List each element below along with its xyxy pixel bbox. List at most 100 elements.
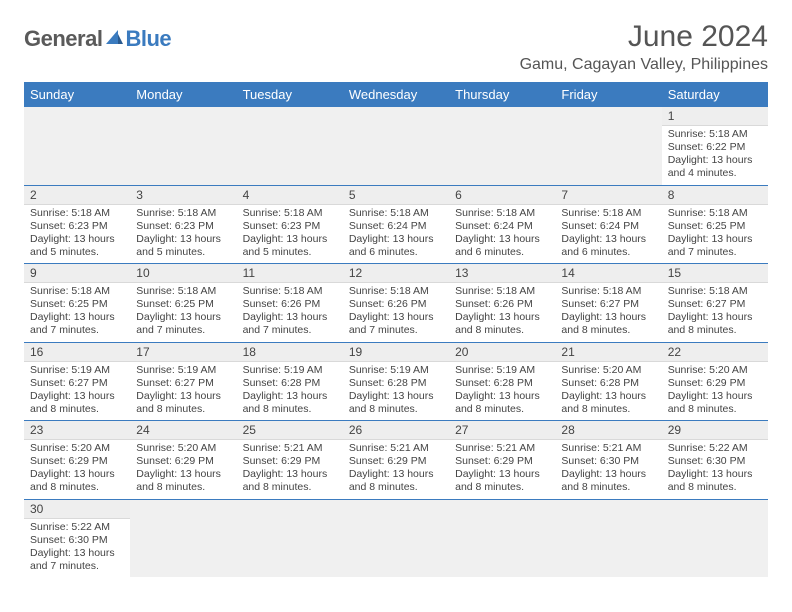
calendar-cell: 8Sunrise: 5:18 AMSunset: 6:25 PMDaylight… [662, 185, 768, 264]
calendar-cell: 25Sunrise: 5:21 AMSunset: 6:29 PMDayligh… [237, 421, 343, 500]
day-info: Sunrise: 5:20 AMSunset: 6:29 PMDaylight:… [662, 362, 768, 421]
day-info: Sunrise: 5:19 AMSunset: 6:27 PMDaylight:… [130, 362, 236, 421]
day-info: Sunrise: 5:18 AMSunset: 6:24 PMDaylight:… [343, 205, 449, 264]
day-header: Monday [130, 82, 236, 107]
calendar-cell [237, 107, 343, 185]
day-number: 24 [130, 421, 236, 440]
calendar-cell: 2Sunrise: 5:18 AMSunset: 6:23 PMDaylight… [24, 185, 130, 264]
calendar-cell: 28Sunrise: 5:21 AMSunset: 6:30 PMDayligh… [555, 421, 661, 500]
day-number: 14 [555, 264, 661, 283]
calendar-cell: 24Sunrise: 5:20 AMSunset: 6:29 PMDayligh… [130, 421, 236, 500]
sail-icon [104, 28, 124, 51]
calendar-cell: 19Sunrise: 5:19 AMSunset: 6:28 PMDayligh… [343, 342, 449, 421]
calendar-cell [130, 107, 236, 185]
title-block: June 2024 Gamu, Cagayan Valley, Philippi… [520, 20, 768, 74]
calendar-cell: 10Sunrise: 5:18 AMSunset: 6:25 PMDayligh… [130, 264, 236, 343]
day-info: Sunrise: 5:18 AMSunset: 6:24 PMDaylight:… [555, 205, 661, 264]
calendar-cell: 1Sunrise: 5:18 AMSunset: 6:22 PMDaylight… [662, 107, 768, 185]
day-number: 7 [555, 186, 661, 205]
calendar-cell: 14Sunrise: 5:18 AMSunset: 6:27 PMDayligh… [555, 264, 661, 343]
day-info: Sunrise: 5:20 AMSunset: 6:29 PMDaylight:… [130, 440, 236, 499]
day-number: 5 [343, 186, 449, 205]
day-info: Sunrise: 5:18 AMSunset: 6:26 PMDaylight:… [343, 283, 449, 342]
calendar-cell: 9Sunrise: 5:18 AMSunset: 6:25 PMDaylight… [24, 264, 130, 343]
day-number: 30 [24, 500, 130, 519]
day-info: Sunrise: 5:20 AMSunset: 6:28 PMDaylight:… [555, 362, 661, 421]
day-info: Sunrise: 5:18 AMSunset: 6:23 PMDaylight:… [130, 205, 236, 264]
day-header: Thursday [449, 82, 555, 107]
day-number: 29 [662, 421, 768, 440]
day-number: 10 [130, 264, 236, 283]
day-info: Sunrise: 5:18 AMSunset: 6:22 PMDaylight:… [662, 126, 768, 185]
day-info: Sunrise: 5:21 AMSunset: 6:29 PMDaylight:… [343, 440, 449, 499]
day-header: Wednesday [343, 82, 449, 107]
day-number: 2 [24, 186, 130, 205]
day-number: 18 [237, 343, 343, 362]
day-info: Sunrise: 5:19 AMSunset: 6:28 PMDaylight:… [343, 362, 449, 421]
day-info: Sunrise: 5:19 AMSunset: 6:28 PMDaylight:… [449, 362, 555, 421]
day-number: 16 [24, 343, 130, 362]
calendar-table: SundayMondayTuesdayWednesdayThursdayFrid… [24, 82, 768, 577]
calendar-cell: 22Sunrise: 5:20 AMSunset: 6:29 PMDayligh… [662, 342, 768, 421]
calendar-cell: 23Sunrise: 5:20 AMSunset: 6:29 PMDayligh… [24, 421, 130, 500]
calendar-row: 9Sunrise: 5:18 AMSunset: 6:25 PMDaylight… [24, 264, 768, 343]
day-info: Sunrise: 5:18 AMSunset: 6:25 PMDaylight:… [24, 283, 130, 342]
day-header: Friday [555, 82, 661, 107]
calendar-cell: 3Sunrise: 5:18 AMSunset: 6:23 PMDaylight… [130, 185, 236, 264]
month-title: June 2024 [520, 20, 768, 54]
calendar-cell: 26Sunrise: 5:21 AMSunset: 6:29 PMDayligh… [343, 421, 449, 500]
calendar-cell: 27Sunrise: 5:21 AMSunset: 6:29 PMDayligh… [449, 421, 555, 500]
day-info: Sunrise: 5:18 AMSunset: 6:23 PMDaylight:… [237, 205, 343, 264]
day-header: Tuesday [237, 82, 343, 107]
calendar-cell [449, 107, 555, 185]
day-info: Sunrise: 5:18 AMSunset: 6:25 PMDaylight:… [662, 205, 768, 264]
day-header: Sunday [24, 82, 130, 107]
header: General Blue June 2024 Gamu, Cagayan Val… [24, 20, 768, 74]
calendar-cell: 16Sunrise: 5:19 AMSunset: 6:27 PMDayligh… [24, 342, 130, 421]
calendar-cell [449, 499, 555, 577]
day-info: Sunrise: 5:18 AMSunset: 6:25 PMDaylight:… [130, 283, 236, 342]
day-number: 17 [130, 343, 236, 362]
logo-text-blue: Blue [125, 26, 171, 52]
day-number: 13 [449, 264, 555, 283]
calendar-cell: 5Sunrise: 5:18 AMSunset: 6:24 PMDaylight… [343, 185, 449, 264]
calendar-cell [130, 499, 236, 577]
calendar-cell: 18Sunrise: 5:19 AMSunset: 6:28 PMDayligh… [237, 342, 343, 421]
calendar-cell: 15Sunrise: 5:18 AMSunset: 6:27 PMDayligh… [662, 264, 768, 343]
day-number: 12 [343, 264, 449, 283]
day-number: 27 [449, 421, 555, 440]
day-info: Sunrise: 5:22 AMSunset: 6:30 PMDaylight:… [24, 519, 130, 578]
day-number: 20 [449, 343, 555, 362]
day-number: 15 [662, 264, 768, 283]
day-info: Sunrise: 5:18 AMSunset: 6:26 PMDaylight:… [237, 283, 343, 342]
day-info: Sunrise: 5:21 AMSunset: 6:30 PMDaylight:… [555, 440, 661, 499]
calendar-cell: 17Sunrise: 5:19 AMSunset: 6:27 PMDayligh… [130, 342, 236, 421]
logo: General Blue [24, 26, 171, 52]
calendar-row: 23Sunrise: 5:20 AMSunset: 6:29 PMDayligh… [24, 421, 768, 500]
day-number: 8 [662, 186, 768, 205]
calendar-cell: 4Sunrise: 5:18 AMSunset: 6:23 PMDaylight… [237, 185, 343, 264]
calendar-cell [662, 499, 768, 577]
calendar-cell: 21Sunrise: 5:20 AMSunset: 6:28 PMDayligh… [555, 342, 661, 421]
day-header: Saturday [662, 82, 768, 107]
day-info: Sunrise: 5:18 AMSunset: 6:27 PMDaylight:… [662, 283, 768, 342]
day-info: Sunrise: 5:21 AMSunset: 6:29 PMDaylight:… [449, 440, 555, 499]
calendar-cell: 13Sunrise: 5:18 AMSunset: 6:26 PMDayligh… [449, 264, 555, 343]
day-info: Sunrise: 5:18 AMSunset: 6:27 PMDaylight:… [555, 283, 661, 342]
calendar-row: 1Sunrise: 5:18 AMSunset: 6:22 PMDaylight… [24, 107, 768, 185]
calendar-row: 2Sunrise: 5:18 AMSunset: 6:23 PMDaylight… [24, 185, 768, 264]
calendar-body: 1Sunrise: 5:18 AMSunset: 6:22 PMDaylight… [24, 107, 768, 577]
calendar-cell [343, 499, 449, 577]
calendar-cell [237, 499, 343, 577]
calendar-cell: 7Sunrise: 5:18 AMSunset: 6:24 PMDaylight… [555, 185, 661, 264]
calendar-cell [343, 107, 449, 185]
calendar-cell [555, 107, 661, 185]
calendar-cell [555, 499, 661, 577]
day-info: Sunrise: 5:22 AMSunset: 6:30 PMDaylight:… [662, 440, 768, 499]
day-info: Sunrise: 5:19 AMSunset: 6:27 PMDaylight:… [24, 362, 130, 421]
day-info: Sunrise: 5:18 AMSunset: 6:24 PMDaylight:… [449, 205, 555, 264]
day-info: Sunrise: 5:19 AMSunset: 6:28 PMDaylight:… [237, 362, 343, 421]
calendar-cell: 12Sunrise: 5:18 AMSunset: 6:26 PMDayligh… [343, 264, 449, 343]
day-number: 1 [662, 107, 768, 126]
day-info: Sunrise: 5:21 AMSunset: 6:29 PMDaylight:… [237, 440, 343, 499]
